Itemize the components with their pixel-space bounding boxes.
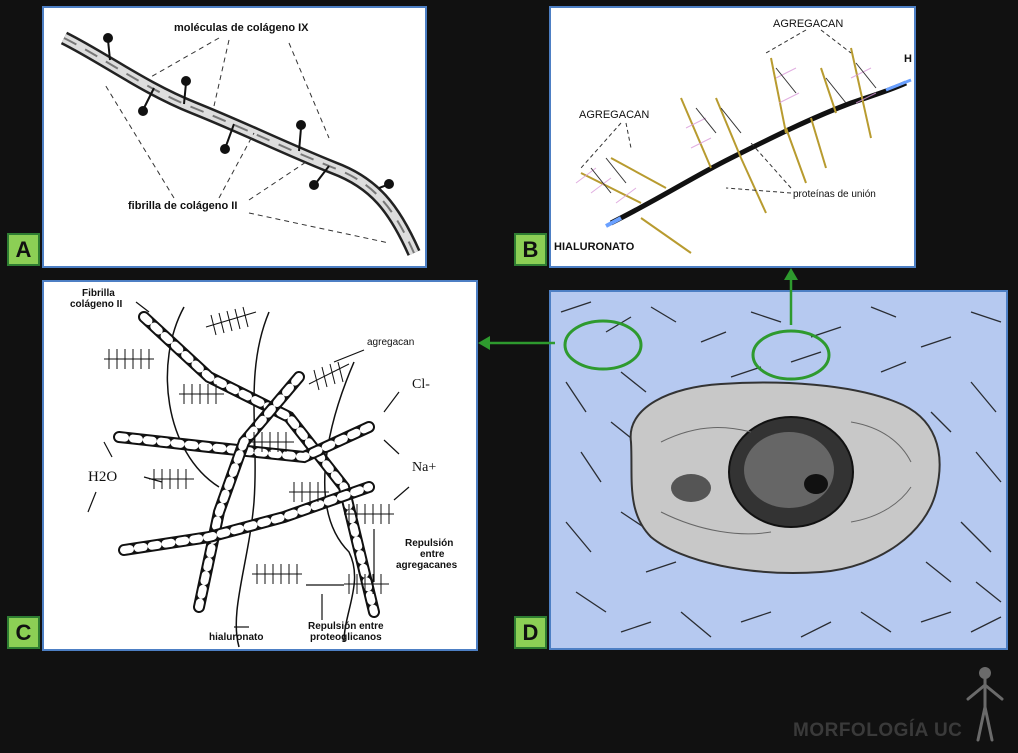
label-link-proteins: proteínas de unión: [793, 189, 876, 200]
label-sodium: Na+: [412, 460, 437, 475]
panel-c-matrix-network: Fibrilla colágeno II agregacan Cl- Na+ H…: [42, 280, 478, 651]
collagen-fibril-illustration: [60, 31, 421, 256]
chondrocyte-illustration: [560, 301, 1002, 638]
label-repulsion-aggrecans-3: agregacanes: [396, 560, 458, 571]
label-repulsion-aggrecans-1: Repulsión: [405, 538, 454, 549]
panel-b-aggrecan: AGREGACAN AGREGACAN proteínas de unión H…: [549, 6, 916, 268]
panel-d-chondrocyte: [549, 290, 1008, 650]
label-repulsion-proteoglycans-2: proteoglicanos: [310, 632, 382, 643]
highlight-circle-left: [563, 319, 643, 371]
label-repulsion-aggrecans-2: entre: [420, 549, 445, 560]
highlight-circle-top: [751, 329, 831, 381]
panel-a-collagen-fibril: moléculas de colágeno IX fibrilla de col…: [42, 6, 427, 268]
label-hyaluronate: HIALURONATO: [554, 241, 635, 253]
matrix-network-illustration: [87, 301, 410, 648]
aggrecan-illustration: [575, 29, 912, 254]
label-h: H: [904, 53, 912, 65]
panel-a-tag: A: [7, 233, 40, 266]
label-aggrecan-top: AGREGACAN: [773, 18, 844, 30]
panel-b-tag: B: [514, 233, 547, 266]
panel-d-tag: D: [514, 616, 547, 649]
label-aggrecan: agregacan: [367, 337, 415, 348]
label-aggrecan-left: AGREGACAN: [579, 109, 650, 121]
label-water: H2O: [88, 469, 118, 485]
label-fibril-line1: Fibrilla: [82, 288, 115, 299]
label-fibril-line2: colágeno II: [70, 299, 123, 310]
label-hyaluronate-c: hialuronato: [209, 632, 264, 643]
label-collagen-ii-fibril: fibrilla de colágeno II: [128, 200, 238, 212]
brand-text: MORFOLOGÍA UC: [793, 720, 963, 741]
anatomy-figure-icon: [966, 667, 1004, 742]
label-collagen-ix-molecules: moléculas de colágeno IX: [174, 22, 309, 34]
label-chloride: Cl-: [412, 377, 430, 392]
label-repulsion-proteoglycans-1: Repulsión entre: [308, 621, 384, 632]
panel-c-tag: C: [7, 616, 40, 649]
